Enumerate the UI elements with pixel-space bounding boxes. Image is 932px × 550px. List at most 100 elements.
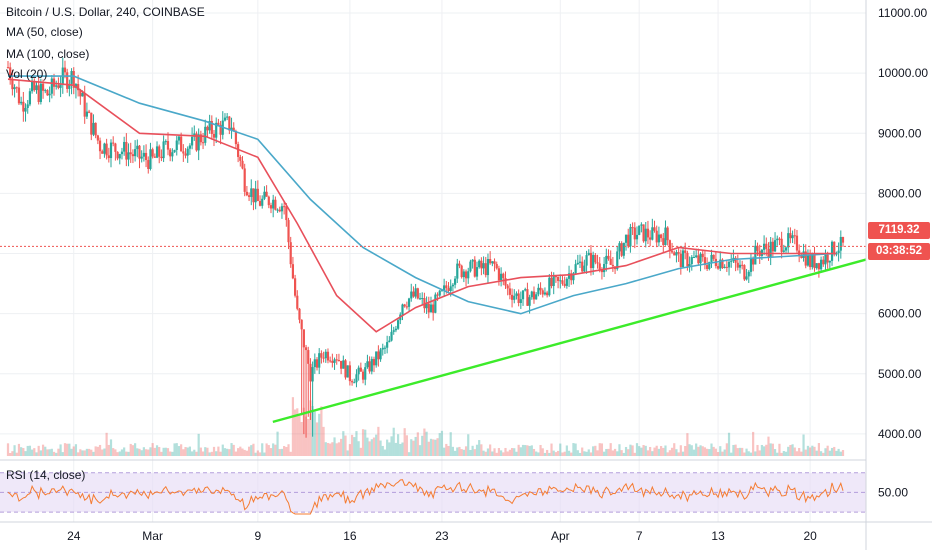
candle xyxy=(635,226,639,245)
candle-body xyxy=(331,360,334,363)
candle-body xyxy=(773,240,777,252)
candle xyxy=(745,268,748,281)
volume-bar xyxy=(583,451,586,456)
candle-body xyxy=(432,304,435,313)
x-tick-label: Apr xyxy=(551,529,570,543)
candle-body xyxy=(594,254,597,263)
volume-bar xyxy=(695,443,698,456)
candle xyxy=(480,257,483,276)
candle-body xyxy=(39,83,42,102)
volume-bar xyxy=(778,443,781,456)
candle xyxy=(291,256,295,280)
candle-body xyxy=(776,238,779,241)
candle xyxy=(727,260,731,276)
volume-bar xyxy=(197,433,200,456)
candle-body xyxy=(449,286,452,291)
candle xyxy=(506,284,509,296)
candle-body xyxy=(274,199,277,210)
volume-bar xyxy=(361,429,365,456)
candle xyxy=(169,147,172,162)
candle-body xyxy=(830,241,834,261)
volume-bar xyxy=(160,451,163,456)
candle-body xyxy=(405,306,408,308)
candle xyxy=(265,185,268,197)
volume-bar xyxy=(77,452,80,456)
candle xyxy=(817,262,820,278)
volume-bar xyxy=(458,446,461,456)
candle xyxy=(776,235,779,246)
candle-body xyxy=(401,304,404,315)
candle xyxy=(134,140,137,162)
volume-bar xyxy=(576,450,579,456)
candle-body xyxy=(142,152,145,157)
candle xyxy=(182,144,185,162)
volume-bar xyxy=(743,452,746,456)
volume-bar xyxy=(142,447,145,456)
volume-bar xyxy=(48,449,51,456)
volume-bar xyxy=(546,449,549,456)
candle xyxy=(473,256,476,278)
volume-bar xyxy=(153,447,156,456)
candle-body xyxy=(497,268,501,281)
volume-bar xyxy=(495,452,498,456)
volume-bar xyxy=(17,443,21,456)
volume-bar xyxy=(752,431,755,456)
candle-body xyxy=(41,83,45,91)
volume-bar xyxy=(149,447,152,456)
volume-bar xyxy=(440,430,444,456)
candle xyxy=(177,135,181,145)
candle xyxy=(109,139,113,168)
candle-body xyxy=(677,252,680,254)
volume-bar xyxy=(377,426,380,456)
volume-bar xyxy=(177,446,181,456)
candle xyxy=(841,236,845,247)
volume-bar xyxy=(681,451,685,456)
candle-body xyxy=(412,291,415,297)
volume-bar xyxy=(348,444,351,456)
candle-body xyxy=(548,277,551,296)
candle-body xyxy=(199,134,202,143)
candle-body xyxy=(63,67,67,73)
candle-body xyxy=(721,259,724,268)
candle-body xyxy=(596,262,599,264)
candle-body xyxy=(624,234,628,243)
candle-body xyxy=(804,251,807,266)
candle xyxy=(112,136,115,147)
volume-bar xyxy=(79,449,82,456)
candle xyxy=(458,260,461,269)
volume-bar xyxy=(535,451,538,456)
candle xyxy=(659,233,663,242)
candle xyxy=(361,369,365,384)
volume-bar xyxy=(261,443,264,456)
candle-body xyxy=(77,84,80,91)
volume-bar xyxy=(46,449,49,456)
candle-body xyxy=(24,107,27,112)
volume-bar xyxy=(500,450,503,456)
candle-body xyxy=(684,250,687,253)
volume-bar xyxy=(370,439,373,456)
candle-body xyxy=(517,293,520,303)
candle-body xyxy=(565,278,568,286)
candle xyxy=(272,194,275,218)
candle xyxy=(806,249,810,267)
volume-bar xyxy=(151,443,154,456)
candle xyxy=(554,275,558,283)
candle-body xyxy=(423,298,426,309)
candle-body xyxy=(109,142,113,159)
candle xyxy=(443,278,446,297)
volume-bar xyxy=(804,449,807,456)
candle-body xyxy=(313,359,316,368)
candle-body xyxy=(427,303,430,313)
candle xyxy=(712,254,715,262)
candle xyxy=(296,290,299,311)
candle xyxy=(631,222,634,236)
candle-body xyxy=(712,254,715,259)
candle xyxy=(212,129,216,147)
candle xyxy=(537,283,540,297)
candle-body xyxy=(134,149,137,157)
candle xyxy=(118,153,121,165)
volume-bar xyxy=(127,451,130,456)
candle-body xyxy=(335,359,338,361)
candle xyxy=(243,163,246,197)
